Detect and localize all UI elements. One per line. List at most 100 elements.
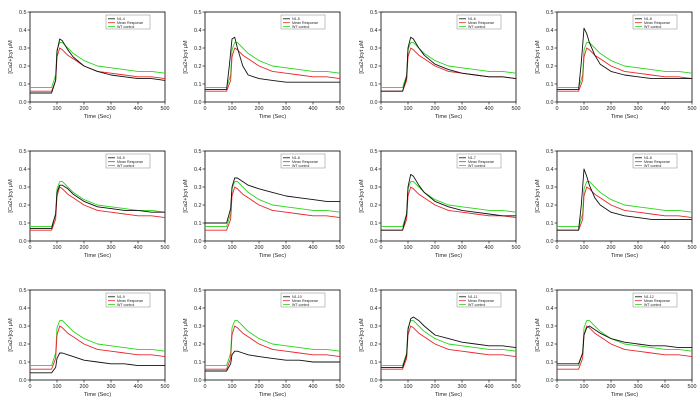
series-line-mutant — [30, 184, 165, 229]
y-axis-label: [Ca2+]cyt μM — [8, 40, 14, 74]
y-tick-label: 0.3 — [370, 324, 378, 330]
plot-frame — [29, 150, 166, 242]
chart-panel-1: 0 100 200 300 400 500 0.0 0.1 0.2 0.3 0.4 0.5 Time (… — [8, 10, 170, 120]
y-axis-label: [Ca2+]cyt μM — [359, 179, 365, 213]
x-tick-label: 400 — [309, 384, 318, 390]
legend-label: WT control — [468, 25, 486, 29]
y-tick-label: 0.0 — [19, 378, 27, 384]
y-tick-label: 0.5 — [19, 10, 27, 16]
x-tick-label: 500 — [161, 384, 170, 390]
legend-label: N1-9 — [117, 156, 125, 160]
legend-box — [456, 14, 502, 30]
x-tick-label: 300 — [634, 384, 643, 390]
y-tick-label: 0.2 — [370, 342, 378, 348]
x-tick-label: 0 — [380, 106, 383, 112]
x-tick-label: 100 — [53, 384, 62, 390]
y-tick-label: 0.1 — [546, 82, 554, 88]
y-tick-label: 0.1 — [194, 221, 202, 227]
y-tick-label: 0.0 — [194, 239, 202, 245]
y-tick-label: 0.1 — [546, 221, 554, 227]
series-line-mean-response — [381, 325, 517, 370]
legend-label: Mean Response — [468, 299, 494, 303]
series-line-wt-control — [205, 181, 341, 228]
x-tick-label: 100 — [580, 106, 589, 112]
y-tick-label: 0.1 — [370, 360, 378, 366]
legend-label: WT control — [468, 164, 486, 168]
y-tick-label: 0.0 — [194, 378, 202, 384]
x-tick-label: 0 — [29, 384, 32, 390]
x-axis-label: Time (Sec) — [84, 392, 111, 398]
chart-panel-4: 0 100 200 300 400 500 0.0 0.1 0.2 0.3 0.4 0.5 Time (… — [535, 10, 697, 120]
legend-label: N1-8 — [644, 156, 652, 160]
y-axis-label: [Ca2+]cyt μM — [8, 179, 14, 213]
y-tick-label: 0.2 — [546, 64, 554, 70]
y-tick-label: 0.5 — [194, 149, 202, 155]
x-axis-label: Time (Sec) — [84, 114, 111, 120]
x-tick-label: 400 — [309, 106, 318, 112]
legend-label: Mean Response — [468, 160, 494, 164]
legend-label: N1-8 — [644, 17, 652, 21]
legend-label: Mean Response — [292, 299, 318, 303]
legend-label: Mean Response — [117, 299, 143, 303]
y-axis-label: [Ca2+]cyt μM — [183, 179, 189, 213]
x-tick-label: 300 — [107, 384, 116, 390]
y-tick-label: 0.5 — [194, 10, 202, 16]
legend-label: Mean Response — [292, 160, 318, 164]
series-line-mean-response — [205, 186, 341, 231]
y-tick-label: 0.3 — [19, 185, 27, 191]
y-tick-label: 0.4 — [370, 167, 378, 173]
series-line-wt-control — [381, 181, 517, 228]
y-tick-label: 0.1 — [370, 221, 378, 227]
legend-label: Mean Response — [644, 160, 670, 164]
y-axis-label: [Ca2+]cyt μM — [8, 318, 14, 352]
y-tick-label: 0.5 — [370, 10, 378, 16]
plot-frame — [380, 150, 517, 242]
legend-label: N1-7 — [468, 156, 476, 160]
y-tick-label: 0.5 — [546, 10, 554, 16]
legend-box — [456, 153, 502, 169]
series-line-mutant — [30, 352, 165, 374]
series-line-wt-control — [30, 181, 166, 228]
x-tick-label: 0 — [204, 245, 207, 251]
x-tick-label: 300 — [282, 384, 291, 390]
x-tick-label: 300 — [107, 245, 116, 251]
x-tick-label: 100 — [404, 245, 413, 251]
x-tick-label: 500 — [688, 245, 697, 251]
series-line-mean-response — [30, 47, 166, 92]
series-line-mutant — [557, 27, 692, 90]
y-tick-label: 0.3 — [546, 324, 554, 330]
y-tick-label: 0.4 — [19, 306, 27, 312]
x-axis-label: Time (Sec) — [259, 114, 286, 120]
x-tick-label: 100 — [580, 245, 589, 251]
legend-box — [632, 153, 678, 169]
plot-frame — [556, 11, 693, 103]
series-line-mean-response — [30, 186, 166, 231]
y-tick-label: 0.2 — [194, 342, 202, 348]
x-tick-label: 400 — [134, 384, 143, 390]
legend-label: WT control — [117, 303, 135, 307]
x-tick-label: 100 — [404, 384, 413, 390]
y-tick-label: 0.1 — [19, 221, 27, 227]
x-tick-label: 0 — [380, 245, 383, 251]
series-line-mutant — [205, 36, 340, 90]
series-line-wt-control — [557, 42, 693, 89]
legend-box — [280, 14, 326, 30]
x-tick-label: 200 — [607, 384, 616, 390]
legend-label: WT control — [117, 25, 135, 29]
y-axis-label: [Ca2+]cyt μM — [183, 318, 189, 352]
y-tick-label: 0.0 — [370, 378, 378, 384]
chart-panel-6: 0 100 200 300 400 500 0.0 0.1 0.2 0.3 0.4 0.5 Time (… — [183, 149, 345, 259]
legend-box — [456, 292, 502, 308]
x-tick-label: 200 — [431, 245, 440, 251]
legend-label: N1-10 — [292, 295, 302, 299]
x-tick-label: 500 — [336, 245, 345, 251]
legend-label: Mean Response — [292, 21, 318, 25]
y-tick-label: 0.4 — [370, 28, 378, 34]
legend-label: N1-9 — [117, 295, 125, 299]
x-tick-label: 400 — [661, 384, 670, 390]
y-tick-label: 0.2 — [194, 64, 202, 70]
series-line-mutant — [381, 316, 517, 368]
y-tick-label: 0.1 — [194, 360, 202, 366]
x-tick-label: 400 — [661, 106, 670, 112]
